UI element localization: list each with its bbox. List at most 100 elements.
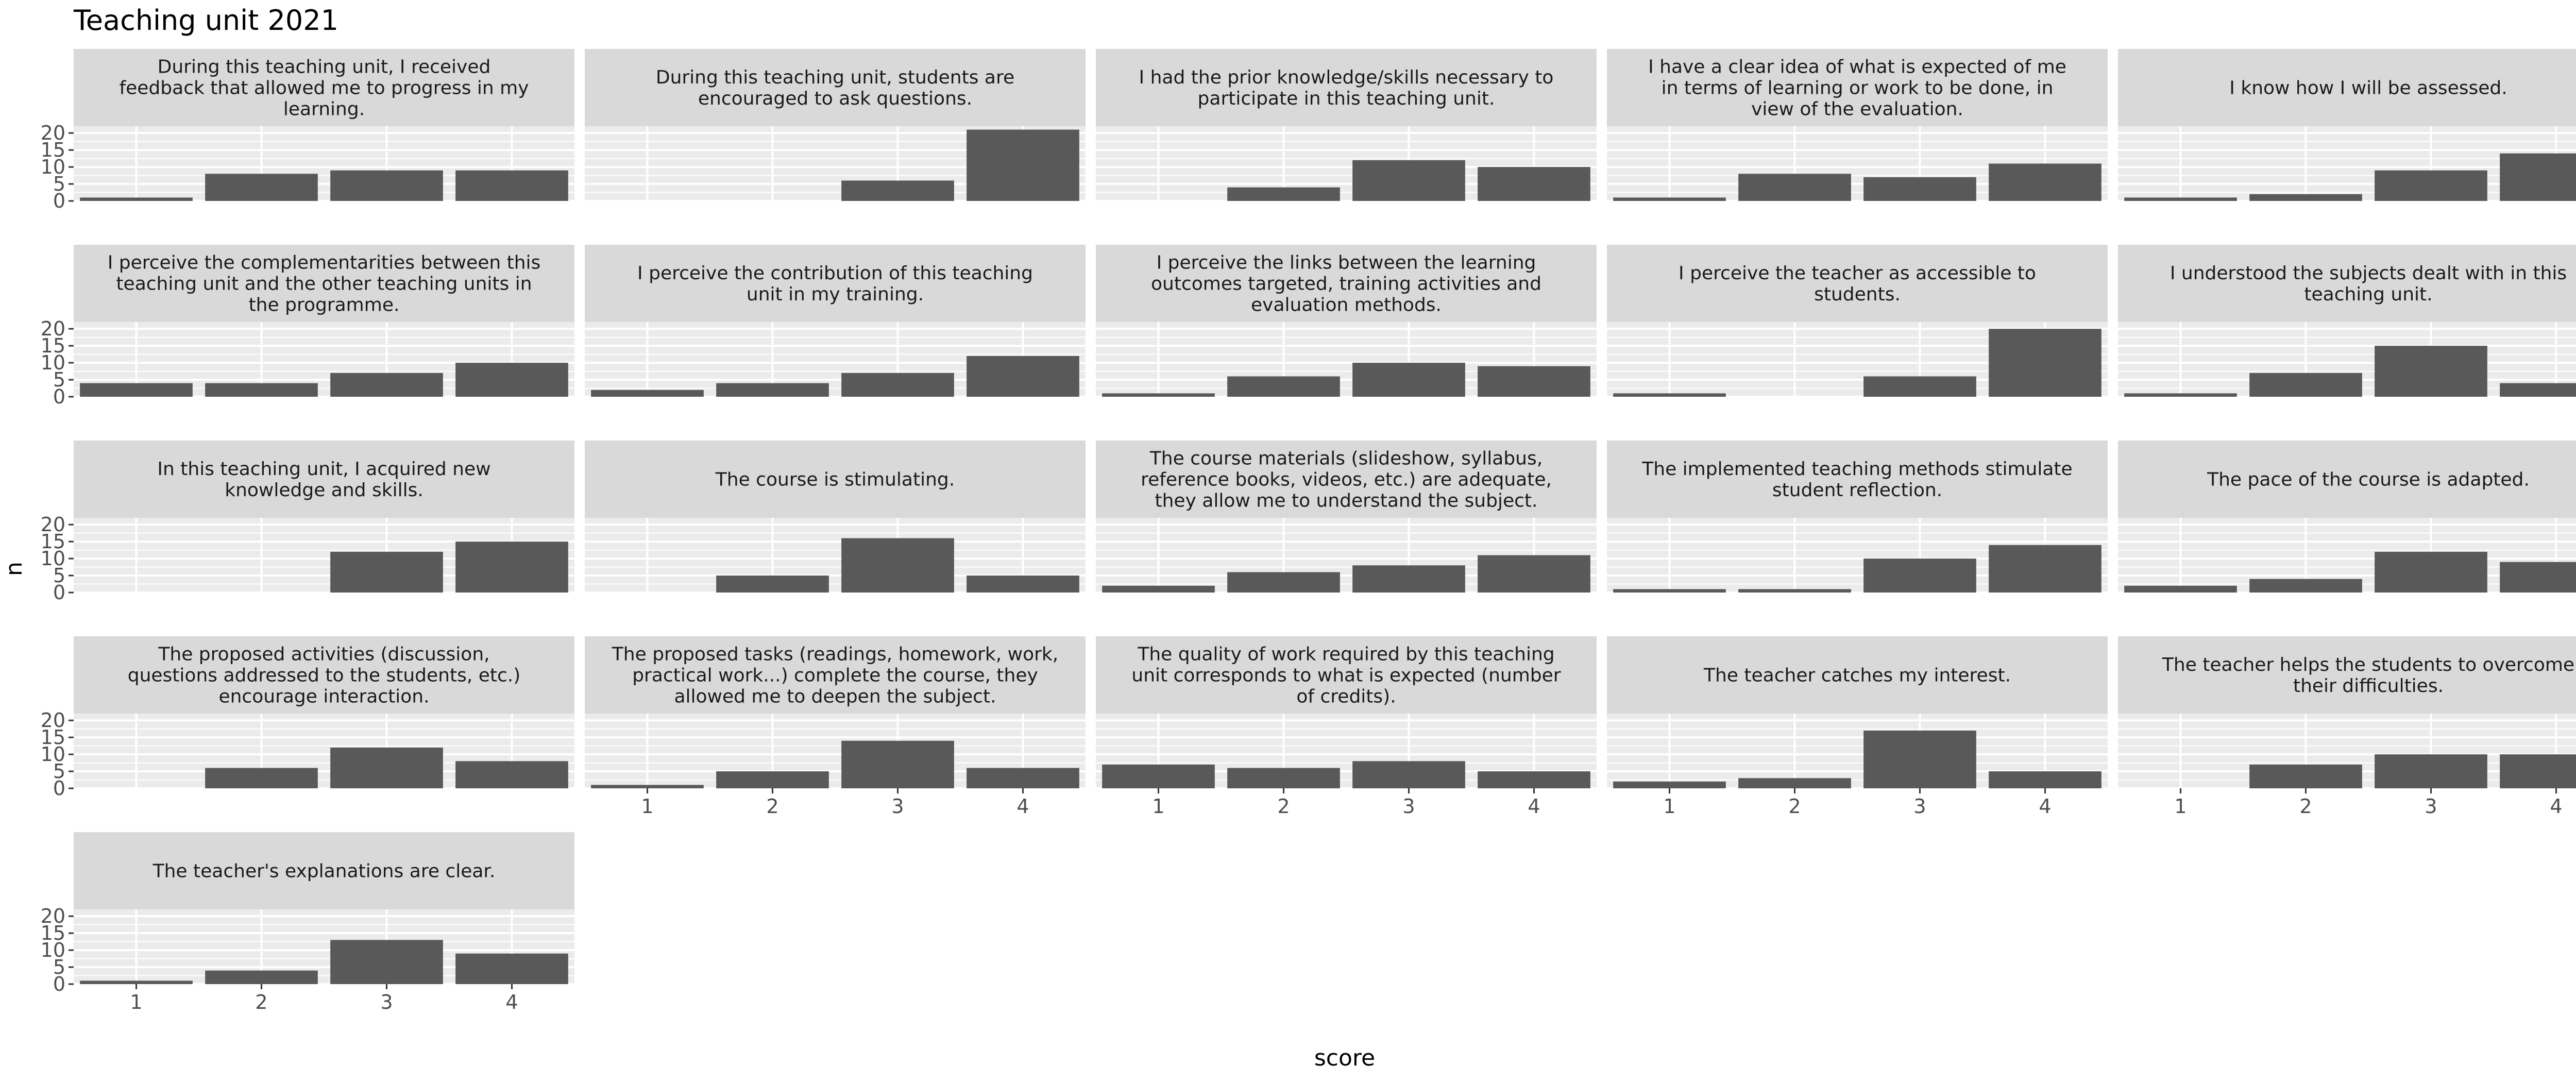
facet-panel: I understood the subjects dealt with in … — [2118, 245, 2576, 398]
facet-title-line: learning. — [283, 99, 365, 120]
facet-strip — [74, 832, 574, 909]
facet-panel: The course is stimulating. — [585, 441, 1086, 594]
facet-title: I perceive the links between the learnin… — [1151, 252, 1541, 316]
facet-strip — [1607, 441, 2108, 518]
facet-title-line: The proposed activities (discussion, — [158, 644, 489, 665]
facet-title-line: feedback that allowed me to progress in … — [119, 78, 529, 99]
x-tick-label: 2 — [255, 991, 267, 1013]
facet-title-line: I know how I will be assessed. — [2229, 78, 2507, 99]
y-tick-label: 20 — [41, 122, 65, 144]
facet-title-line: student reflection. — [1772, 480, 1942, 501]
y-axis-label: n — [1, 562, 27, 576]
bar — [1989, 545, 2102, 593]
x-tick-label: 2 — [1277, 795, 1290, 818]
facet-title-line: allowed me to deepen the subject. — [674, 686, 996, 707]
facet-panel: I had the prior knowledge/skills necessa… — [1096, 49, 1597, 202]
bar — [1352, 565, 1465, 593]
facet-title-line: I had the prior knowledge/skills necessa… — [1139, 67, 1554, 88]
bar — [205, 383, 318, 397]
bar — [80, 980, 193, 984]
y-tick-label: 5 — [53, 956, 65, 978]
facet-title-line: The teacher helps the students to overco… — [2162, 654, 2574, 675]
bar — [2124, 197, 2237, 201]
y-tick-label: 10 — [41, 156, 65, 178]
facet-title-line: I have a clear idea of what is expected … — [1648, 57, 2066, 78]
bar — [841, 373, 954, 397]
bar — [1478, 771, 1590, 788]
facet-title: The course is stimulating. — [715, 469, 955, 491]
facet-title-line: The course is stimulating. — [715, 469, 955, 491]
facet-strip — [1096, 49, 1597, 126]
x-tick-label: 3 — [1913, 795, 1926, 818]
facet-title-line: encourage interaction. — [218, 686, 429, 707]
facet-title-line: I perceive the teacher as accessible to — [1679, 263, 2036, 284]
bar — [2500, 562, 2576, 593]
bar — [455, 542, 568, 593]
y-tick-label: 20 — [41, 905, 65, 927]
bar — [591, 785, 704, 788]
bar — [1227, 187, 1340, 201]
facet-title: The teacher catches my interest. — [1703, 665, 2011, 686]
facet-title: The proposed tasks (readings, homework, … — [612, 644, 1058, 707]
y-tick-label: 10 — [41, 939, 65, 961]
facet-panel: I have a clear idea of what is expected … — [1607, 49, 2108, 202]
bar — [455, 761, 568, 788]
facet-title-line: The pace of the course is adapted. — [2207, 469, 2530, 491]
bar — [1989, 771, 2102, 788]
bar — [1738, 589, 1851, 593]
bar — [716, 576, 829, 593]
facet-strip — [2118, 245, 2576, 322]
facet-title: The teacher's explanations are clear. — [152, 861, 496, 882]
facet-panel: I know how I will be assessed. — [2118, 49, 2576, 202]
bar — [716, 771, 829, 788]
facet-strip — [1607, 636, 2108, 714]
y-tick-label: 0 — [53, 973, 65, 995]
facet-title: The course materials (slideshow, syllabu… — [1141, 448, 1552, 512]
y-tick-label: 0 — [53, 385, 65, 408]
x-tick-label: 4 — [1016, 795, 1029, 818]
bar — [330, 373, 443, 397]
bar — [330, 170, 443, 201]
facet-panel: The teacher catches my interest. 1 2 3 4 — [1607, 636, 2108, 818]
facet-title-line: knowledge and skills. — [225, 480, 423, 501]
bar — [1352, 761, 1465, 788]
facet-title-line: participate in this teaching unit. — [1198, 88, 1495, 109]
bar — [1863, 177, 1976, 201]
x-tick-label: 3 — [891, 795, 904, 818]
x-tick-label: 4 — [2039, 795, 2051, 818]
y-tick-label: 15 — [41, 922, 65, 944]
bar — [2375, 170, 2487, 201]
y-tick-label: 0 — [53, 777, 65, 800]
bar — [80, 197, 193, 201]
facet-title: I understood the subjects dealt with in … — [2170, 263, 2567, 305]
bar — [2500, 383, 2576, 397]
bar — [80, 383, 193, 397]
chart-title: Teaching unit 2021 — [73, 4, 338, 37]
x-tick-label: 3 — [380, 991, 393, 1013]
bar — [967, 129, 1079, 201]
facet-title: I had the prior knowledge/skills necessa… — [1139, 67, 1554, 109]
facet-title-line: I perceive the complementarities between… — [108, 252, 541, 274]
bar — [455, 953, 568, 984]
facet-strip — [74, 636, 574, 714]
bar — [2249, 373, 2362, 397]
panel-background — [2118, 126, 2576, 201]
x-tick-label: 4 — [2550, 795, 2562, 818]
facet-title-line: reference books, videos, etc.) are adequ… — [1141, 469, 1552, 491]
bar — [1478, 167, 1590, 201]
facet-title: I know how I will be assessed. — [2229, 78, 2507, 99]
y-tick-label: 5 — [53, 760, 65, 783]
bar — [205, 970, 318, 984]
facet-title: I perceive the complementarities between… — [108, 252, 541, 316]
bar — [1989, 163, 2102, 201]
bar — [205, 768, 318, 788]
facet-title: The teacher helps the students to overco… — [2162, 654, 2574, 697]
facet-panel: The proposed tasks (readings, homework, … — [585, 636, 1086, 818]
x-tick-label: 2 — [2299, 795, 2312, 818]
bar — [591, 390, 704, 397]
facet-title-line: practical work...) complete the course, … — [632, 665, 1038, 686]
facet-title-line: of credits). — [1296, 686, 1396, 707]
facet-title-line: in terms of learning or work to be done,… — [1662, 78, 2054, 99]
facet-title-line: unit corresponds to what is expected (nu… — [1131, 665, 1561, 686]
bar — [1478, 366, 1590, 397]
